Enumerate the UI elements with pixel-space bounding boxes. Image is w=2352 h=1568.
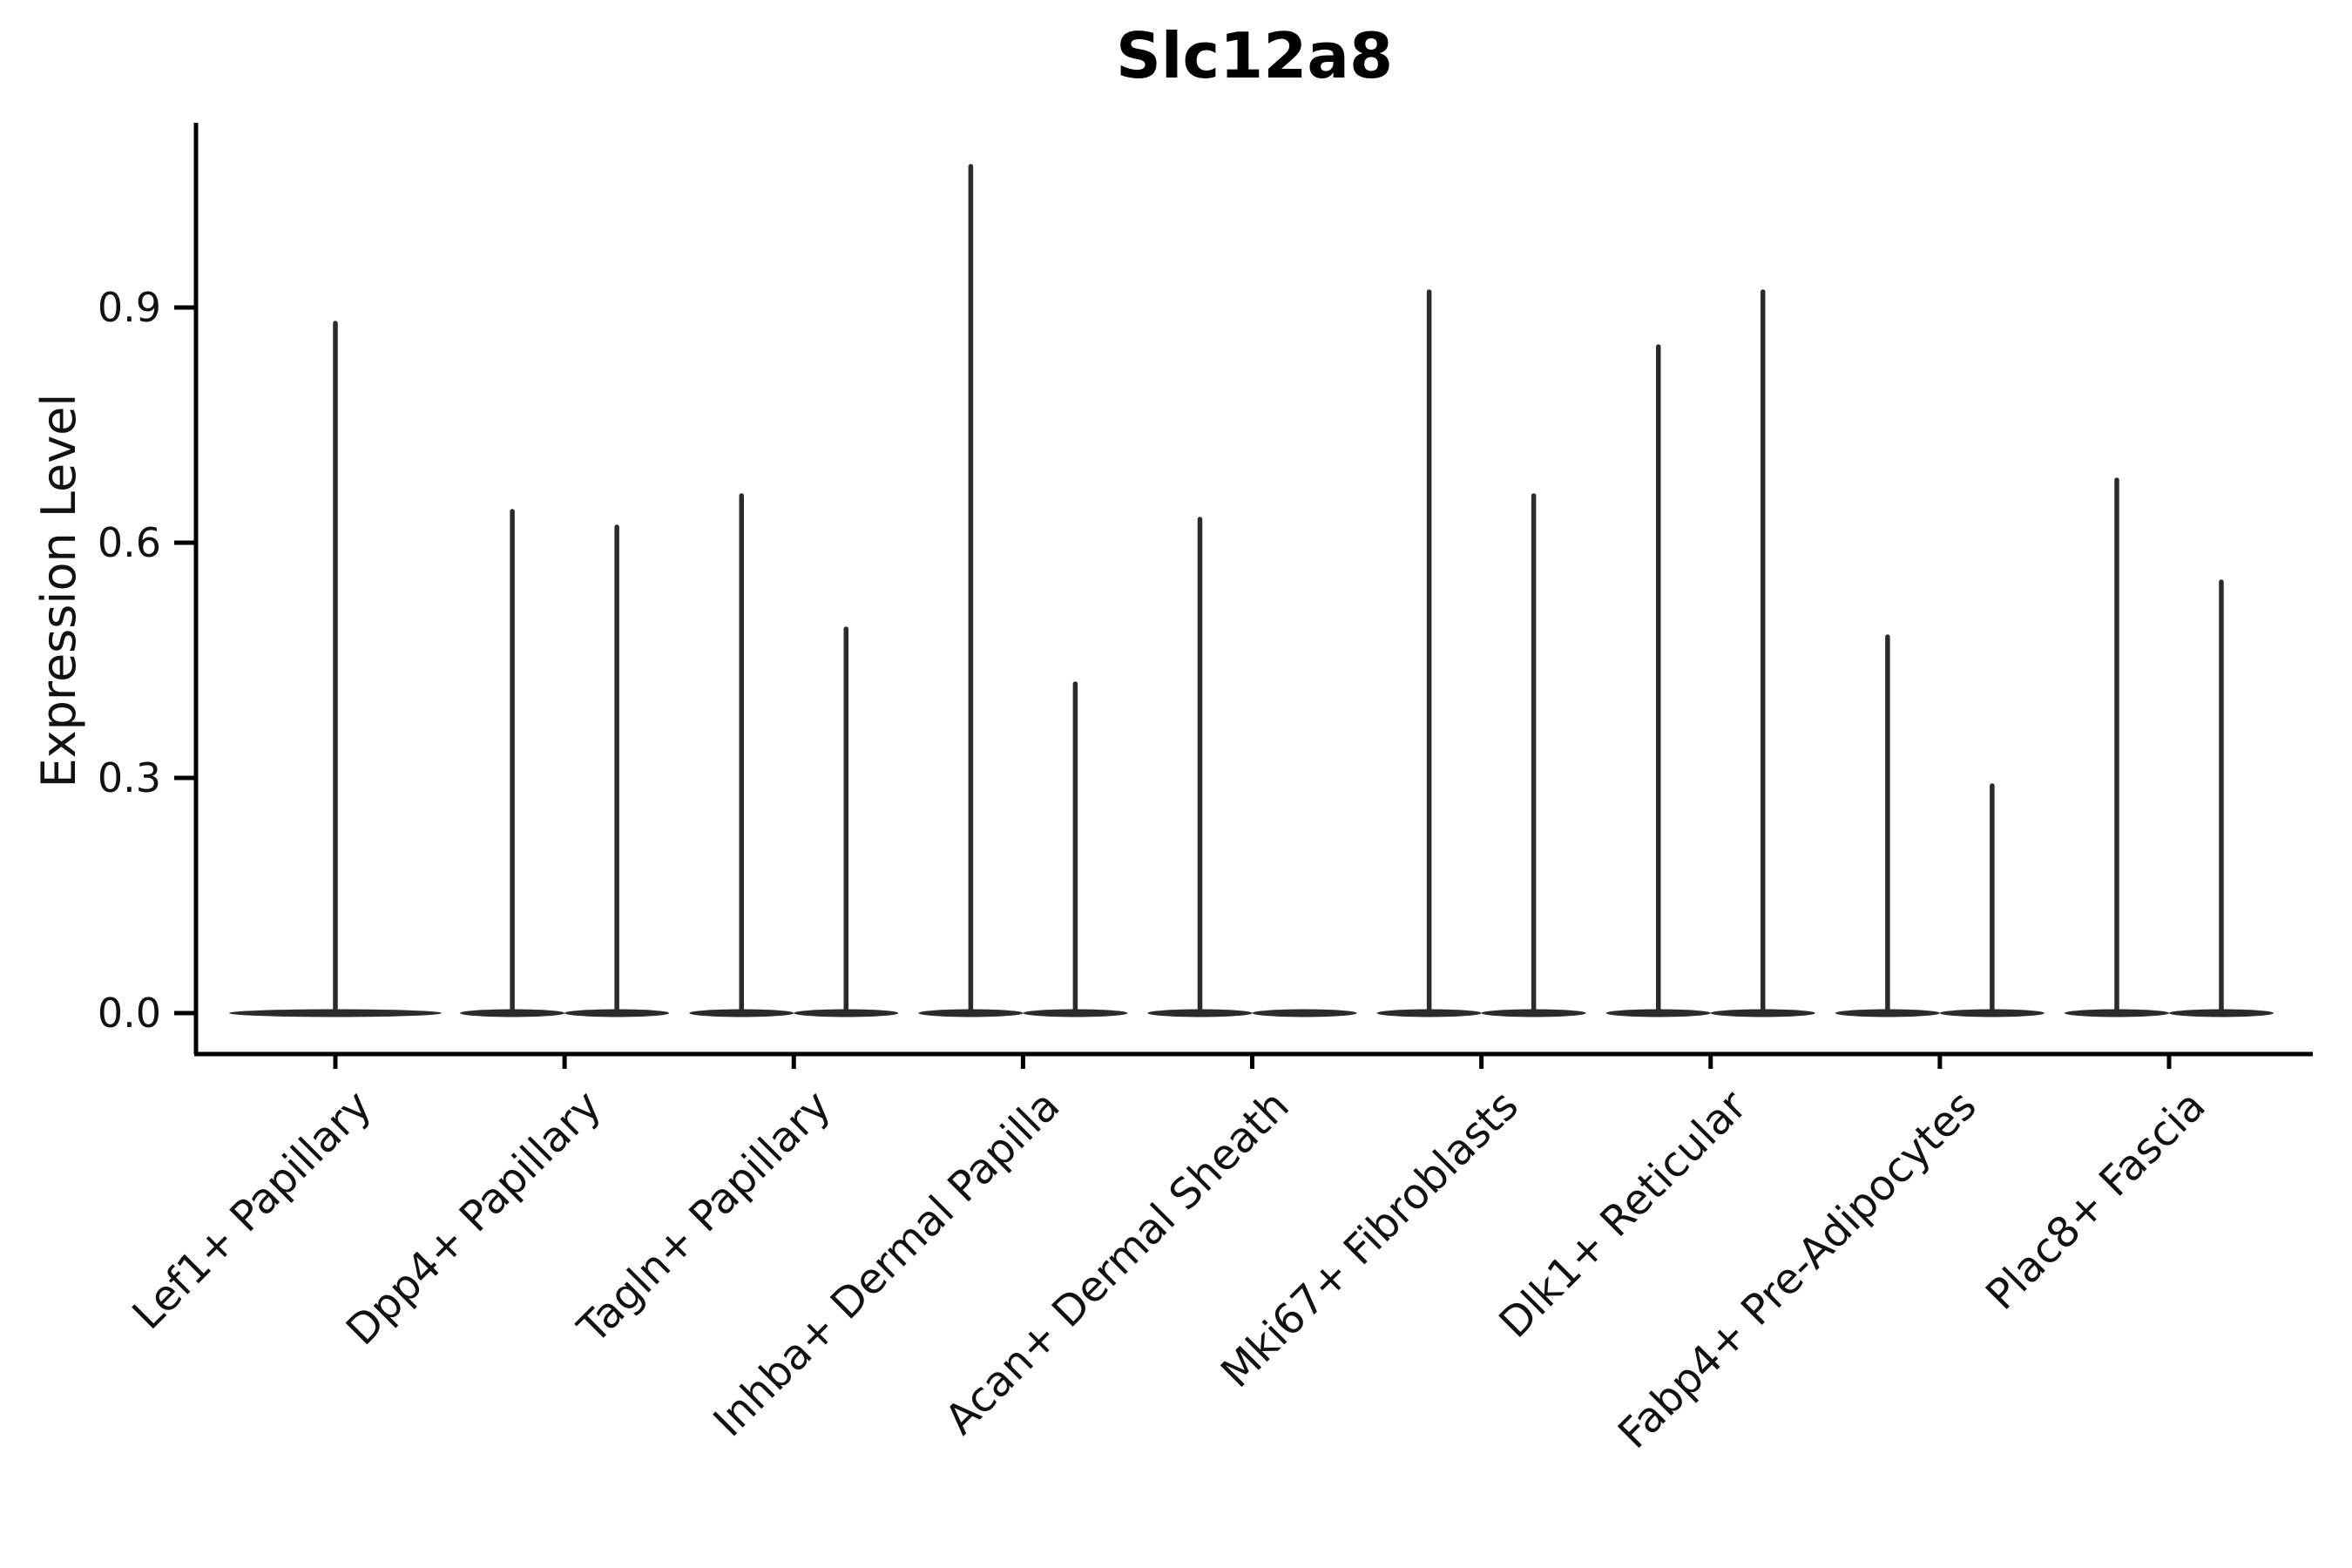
y-tick-label: 0.6 — [97, 519, 161, 566]
y-tick-label: 0.3 — [97, 754, 161, 801]
y-tick-label: 0.0 — [97, 990, 161, 1037]
y-tick-label: 0.9 — [97, 284, 161, 331]
plot-title: Slc12a8 — [1115, 19, 1394, 92]
violin-body — [1252, 1009, 1357, 1017]
